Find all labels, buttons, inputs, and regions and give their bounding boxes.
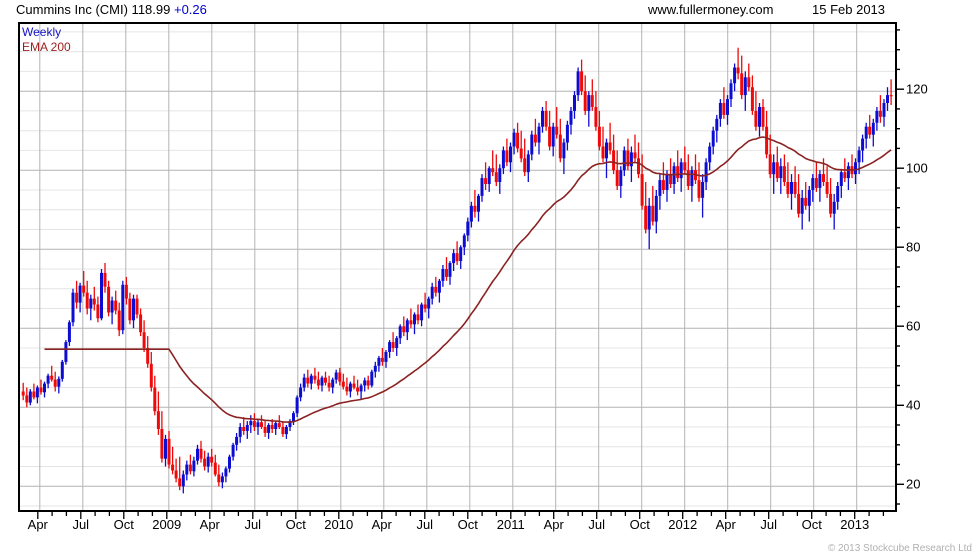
x-axis-tick-label: Apr [543,517,564,532]
y-axis-tick-label: 60 [906,318,921,334]
y-axis-tick-label: 20 [906,476,921,492]
price-change: +0.26 [173,2,207,17]
chart-date: 15 Feb 2013 [812,2,886,17]
x-axis-tick-label: 2010 [324,517,354,532]
x-axis-tick-label: Oct [285,517,306,532]
y-axis-ticks [895,29,904,505]
x-axis-tick-label: Oct [629,517,650,532]
copyright-notice: © 2013 Stockcube Research Ltd [827,543,972,554]
x-axis-tick-label: Jul [416,517,434,532]
y-axis-tick-label: 40 [906,397,921,413]
x-axis-tick-label: Apr [27,517,48,532]
y-axis-tick-label: 120 [906,81,928,97]
x-axis-tick-label: Apr [715,517,736,532]
x-axis-tick-label: Apr [199,517,220,532]
x-axis-tick-label: Oct [113,517,134,532]
candlestick-series [21,47,893,494]
instrument-title: Cummins Inc (CMI) 118.99 [16,2,171,17]
x-axis-tick-label: 2012 [668,517,698,532]
y-axis-tick-label: 80 [906,239,921,255]
x-axis-tick-label: Jul [72,517,90,532]
x-axis-tick-label: Jul [760,517,778,532]
x-axis-tick-label: 2011 [496,517,525,532]
x-axis-tick-label: Jul [244,517,262,532]
y-axis-tick-label: 100 [906,160,928,176]
legend-weekly: Weekly [22,25,62,39]
x-axis-tick-label: Oct [801,517,822,532]
x-axis-tick-label: 2009 [152,517,182,532]
x-axis-ticks [37,512,885,519]
x-axis-tick-label: Oct [457,517,478,532]
x-axis-tick-label: Jul [588,517,606,532]
legend-ema-200: EMA 200 [22,40,71,54]
chart-plot-area[interactable] [18,22,897,512]
x-axis-tick-label: Apr [371,517,392,532]
x-axis-tick-label: 2013 [840,517,870,532]
page-title: Cummins Inc (CMI) 118.99 +0.26 [16,2,207,17]
source-website: www.fullermoney.com [648,2,774,17]
